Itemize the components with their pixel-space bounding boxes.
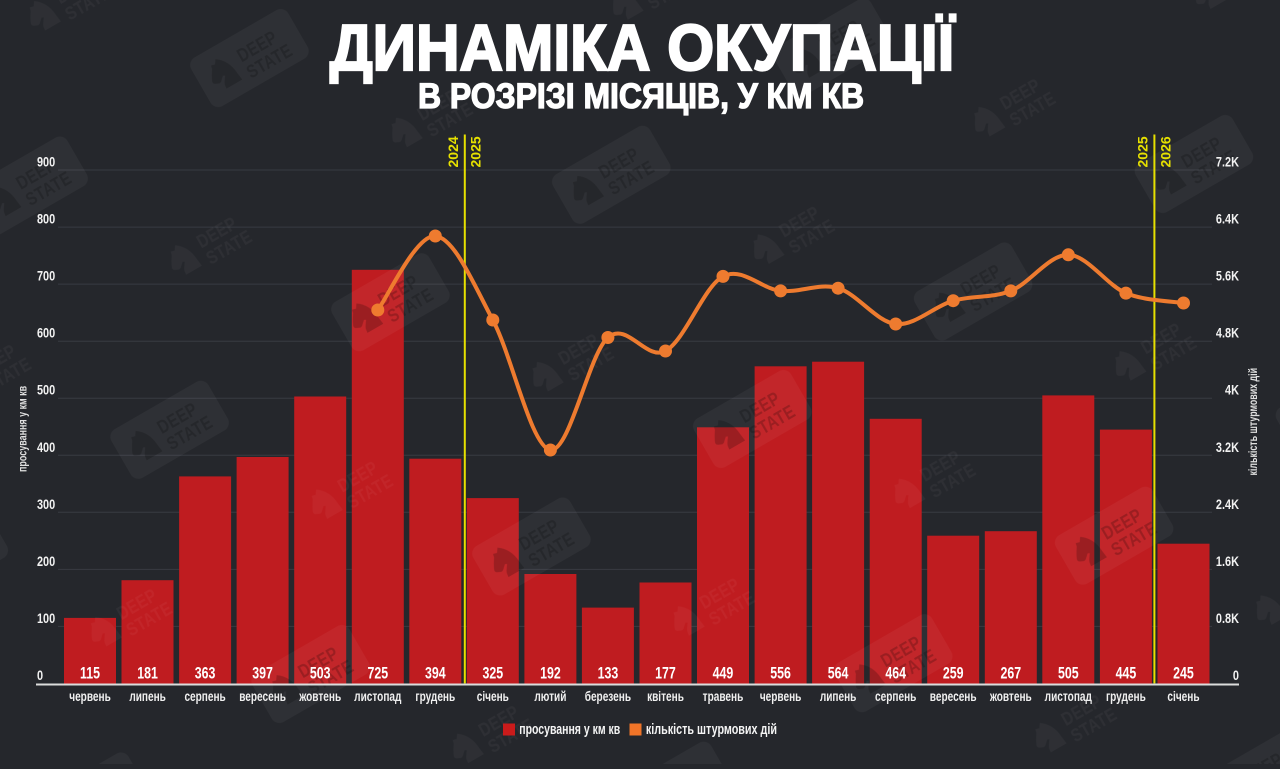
svg-text:200: 200 (37, 554, 55, 570)
svg-text:0: 0 (37, 668, 43, 684)
svg-text:травень: травень (703, 688, 744, 704)
svg-text:березень: березень (585, 688, 631, 704)
svg-text:грудень: грудень (415, 688, 455, 704)
svg-text:серпень: серпень (184, 688, 225, 704)
svg-text:267: 267 (1000, 665, 1021, 683)
svg-text:500: 500 (37, 382, 55, 398)
svg-text:листопад: листопад (354, 688, 401, 704)
svg-text:556: 556 (770, 665, 791, 683)
svg-text:квітень: квітень (647, 688, 684, 704)
svg-text:177: 177 (655, 665, 676, 683)
svg-text:900: 900 (37, 154, 55, 170)
svg-text:лютий: лютий (534, 688, 566, 704)
svg-text:вересень: вересень (930, 688, 977, 704)
svg-text:0.8K: 0.8K (1216, 611, 1239, 627)
svg-text:5.6K: 5.6K (1216, 268, 1239, 284)
svg-text:2025: 2025 (468, 136, 484, 167)
svg-text:грудень: грудень (1106, 688, 1146, 704)
svg-text:січень: січень (1167, 688, 1199, 704)
svg-text:700: 700 (37, 268, 55, 284)
svg-text:564: 564 (828, 665, 849, 683)
svg-text:2026: 2026 (1158, 136, 1174, 167)
svg-text:січень: січень (477, 688, 509, 704)
svg-text:липень: липень (820, 688, 857, 704)
svg-text:325: 325 (482, 665, 503, 683)
svg-text:181: 181 (137, 665, 158, 683)
svg-text:449: 449 (713, 665, 734, 683)
svg-text:464: 464 (885, 665, 906, 683)
svg-text:259: 259 (943, 665, 964, 683)
svg-text:397: 397 (252, 665, 273, 683)
svg-text:2025: 2025 (1135, 136, 1151, 167)
svg-text:503: 503 (310, 665, 331, 683)
svg-text:505: 505 (1058, 665, 1079, 683)
svg-text:липень: липень (129, 688, 166, 704)
svg-text:7.2K: 7.2K (1216, 154, 1239, 170)
svg-text:400: 400 (37, 440, 55, 456)
svg-text:листопад: листопад (1045, 688, 1092, 704)
svg-text:6.4K: 6.4K (1216, 211, 1239, 227)
svg-text:192: 192 (540, 665, 561, 683)
svg-text:245: 245 (1173, 665, 1194, 683)
svg-text:394: 394 (425, 665, 446, 683)
svg-text:В РОЗРІЗІ МІСЯЦІВ, У КМ КВ: В РОЗРІЗІ МІСЯЦІВ, У КМ КВ (418, 78, 864, 117)
svg-text:кількість штурмових дій: кількість штурмових дій (1248, 368, 1260, 476)
svg-text:жовтень: жовтень (989, 688, 1032, 704)
svg-text:4.8K: 4.8K (1216, 325, 1239, 341)
svg-text:2024: 2024 (445, 136, 461, 167)
svg-text:серпень: серпень (875, 688, 916, 704)
svg-text:кількість штурмових дій: кількість штурмових дій (646, 720, 777, 737)
svg-text:0: 0 (1233, 668, 1239, 684)
svg-text:4K: 4K (1225, 382, 1239, 398)
svg-text:просування у км кв: просування у км кв (18, 386, 30, 472)
svg-text:ДИНАМІКА ОКУПАЦІЇ: ДИНАМІКА ОКУПАЦІЇ (330, 12, 956, 85)
svg-text:115: 115 (80, 665, 100, 683)
svg-text:363: 363 (195, 665, 216, 683)
svg-text:3.2K: 3.2K (1216, 440, 1239, 456)
svg-text:1.6K: 1.6K (1216, 554, 1239, 570)
svg-text:445: 445 (1116, 665, 1137, 683)
svg-text:жовтень: жовтень (298, 688, 341, 704)
svg-text:червень: червень (760, 688, 802, 704)
svg-text:133: 133 (598, 665, 619, 683)
svg-text:300: 300 (37, 497, 55, 513)
svg-text:2.4K: 2.4K (1216, 497, 1239, 513)
svg-text:вересень: вересень (239, 688, 286, 704)
svg-text:червень: червень (69, 688, 111, 704)
svg-text:725: 725 (367, 665, 388, 683)
svg-text:600: 600 (37, 325, 55, 341)
svg-text:100: 100 (37, 611, 55, 627)
svg-text:просування у км кв: просування у км кв (519, 720, 620, 737)
svg-text:800: 800 (37, 211, 55, 227)
